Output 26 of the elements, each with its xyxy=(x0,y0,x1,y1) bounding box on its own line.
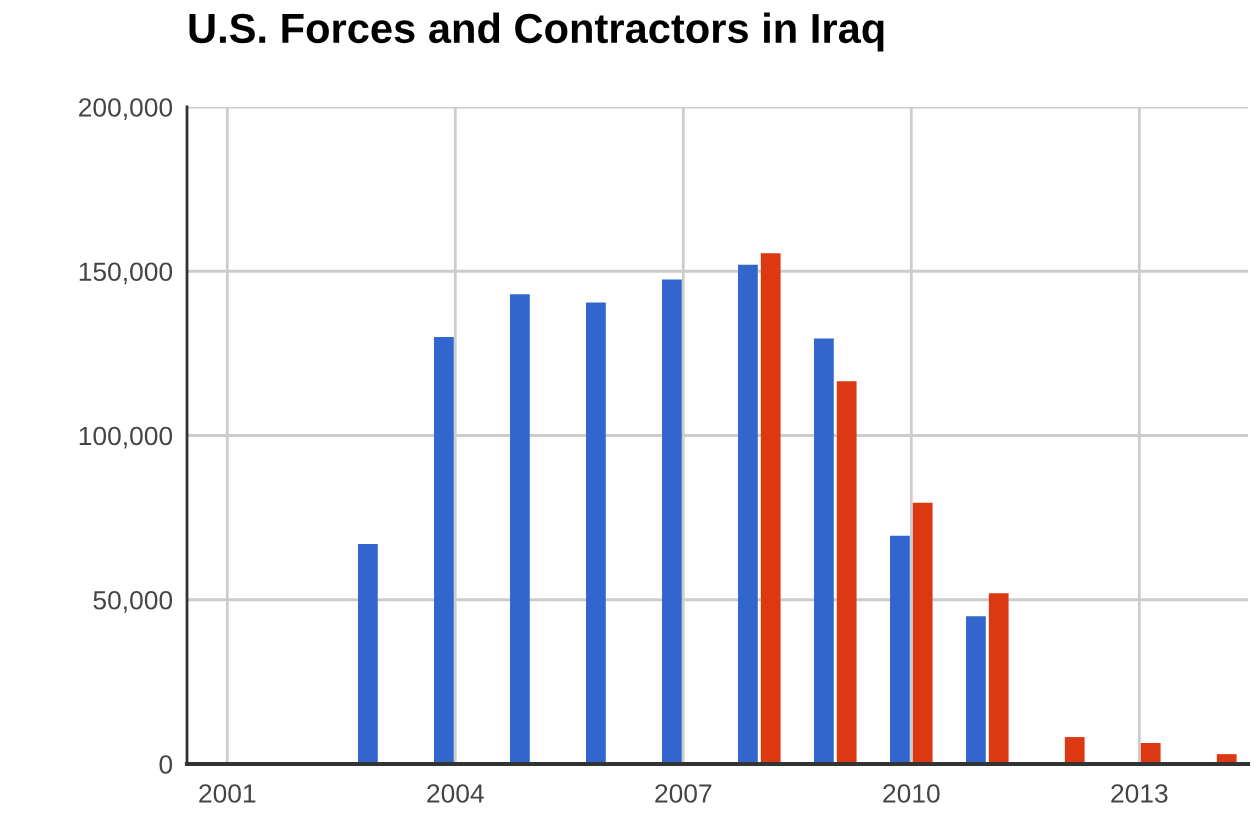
y-tick-label: 100,000 xyxy=(79,426,173,449)
bar xyxy=(966,616,986,764)
y-tick-label: 200,000 xyxy=(79,98,173,120)
y-tick-label: 50,000 xyxy=(93,590,173,613)
bar xyxy=(358,543,378,764)
bar xyxy=(434,336,454,764)
y-tick-label: 150,000 xyxy=(79,262,173,285)
x-tick-label: 2001 xyxy=(199,784,256,803)
bar xyxy=(836,381,857,764)
bar xyxy=(662,279,682,764)
bar xyxy=(586,302,606,764)
x-tick-label: 2007 xyxy=(655,784,712,803)
bar xyxy=(1064,737,1085,764)
bar xyxy=(738,264,758,764)
bar xyxy=(890,535,910,764)
bar xyxy=(760,253,781,764)
x-tick-label: 2010 xyxy=(883,784,940,803)
x-tick-label: 2004 xyxy=(427,784,484,803)
bar xyxy=(814,338,834,764)
bar xyxy=(1140,742,1161,764)
y-tick-label: 0 xyxy=(159,755,173,774)
chart-title: U.S. Forces and Contractors in Iraq xyxy=(189,12,884,52)
bar xyxy=(988,593,1009,764)
bar xyxy=(912,502,933,764)
bar xyxy=(510,294,530,764)
x-tick-label: 2013 xyxy=(1111,784,1168,803)
